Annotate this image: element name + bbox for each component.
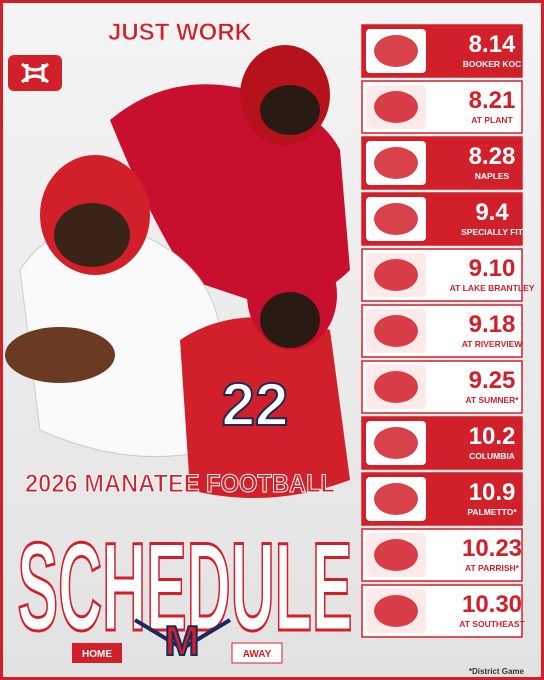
game-date: 8.28 — [469, 143, 516, 170]
slogan: JUST WORK — [108, 19, 253, 46]
game-opponent: AT RIVERVIEW — [462, 339, 524, 349]
opponent-logo — [374, 91, 418, 123]
game-date: 9.25 — [469, 367, 516, 394]
subtitle: SCHEDULE — [18, 518, 353, 657]
svg-text:22: 22 — [222, 371, 289, 438]
game-opponent: SPECIALLY FIT — [461, 227, 524, 237]
game-date: 10.2 — [469, 423, 516, 450]
game-date: 9.10 — [469, 255, 516, 282]
game-date: 9.18 — [469, 311, 516, 338]
team-logo: M — [133, 616, 232, 665]
opponent-logo — [374, 147, 418, 179]
game-date: 8.14 — [469, 31, 516, 58]
opponent-logo — [374, 203, 418, 235]
opponent-logo — [374, 35, 418, 67]
game-opponent: AT PARRISH* — [465, 563, 520, 573]
game-date: 10.30 — [462, 591, 522, 618]
game-opponent: AT LAKE BRANTLEY — [450, 283, 535, 293]
game-opponent: COLUMBIA — [469, 451, 515, 461]
opponent-logo — [374, 371, 418, 403]
title: 2026 MANATEE FOOTBALL — [25, 470, 335, 498]
game-opponent: BOOKER KOC — [463, 59, 522, 69]
player-art: 22 — [5, 45, 350, 498]
opponent-logo — [374, 595, 418, 627]
home-swatch — [72, 643, 122, 663]
game-opponent: AT SOUTHEAST — [459, 619, 525, 629]
opponent-logo — [374, 483, 418, 515]
home-label: HOME — [82, 649, 112, 660]
game-date: 9.4 — [475, 199, 509, 226]
game-opponent: AT SUMNER* — [465, 395, 519, 405]
game-opponent: NAPLES — [475, 171, 510, 181]
brand-icon — [20, 62, 50, 84]
opponent-logo — [374, 315, 418, 347]
game-opponent: PALMETTO* — [467, 507, 517, 517]
svg-text:M: M — [165, 617, 200, 664]
footnote: *District Game — [469, 667, 525, 676]
game-date: 8.21 — [469, 87, 516, 114]
away-label: AWAY — [243, 649, 272, 660]
opponent-logo — [374, 427, 418, 459]
game-opponent: AT PLANT — [471, 115, 513, 125]
opponent-logo — [374, 539, 418, 571]
away-swatch — [231, 642, 283, 664]
brand-badge — [8, 55, 62, 91]
opponent-logo — [374, 259, 418, 291]
game-date: 10.23 — [462, 535, 522, 562]
game-date: 10.9 — [469, 479, 516, 506]
